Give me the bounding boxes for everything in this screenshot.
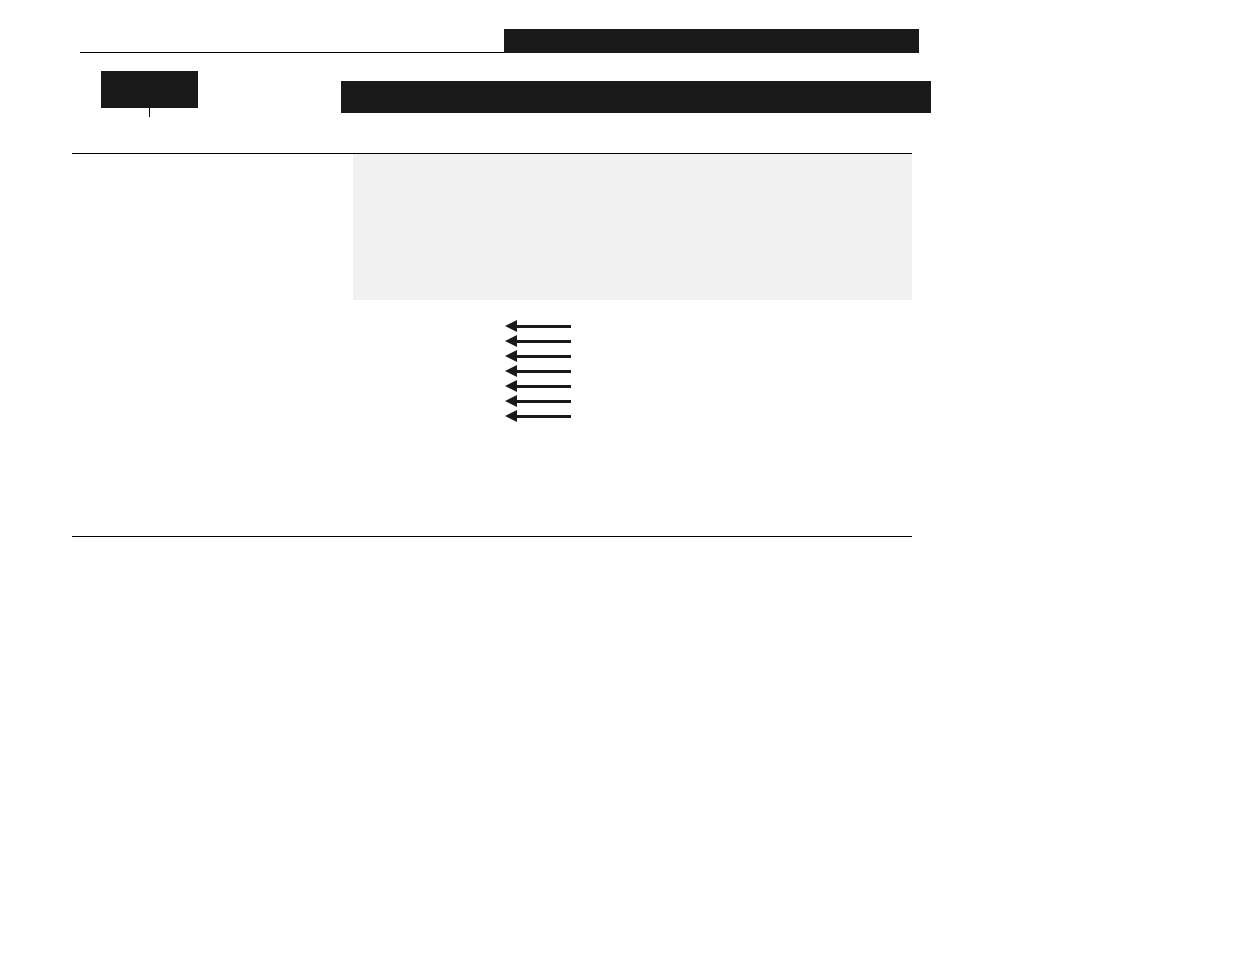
arrow-left-icon bbox=[505, 380, 573, 395]
title-bar bbox=[341, 81, 931, 113]
document-page bbox=[0, 0, 1235, 954]
header-underline bbox=[80, 52, 504, 53]
arrow-left-icon bbox=[505, 365, 573, 380]
grey-panel bbox=[353, 154, 912, 300]
arrow-left-icon bbox=[505, 350, 573, 365]
arrow-left-icon bbox=[505, 395, 573, 410]
arrow-left-icon bbox=[505, 320, 573, 335]
arrow-left-icon bbox=[505, 335, 573, 350]
badge-box bbox=[101, 71, 198, 108]
arrow-stack bbox=[505, 320, 573, 425]
header-bar-right bbox=[504, 29, 919, 53]
badge-tick bbox=[149, 108, 150, 117]
arrow-left-icon bbox=[505, 410, 573, 425]
section-rule-bottom bbox=[72, 536, 912, 537]
